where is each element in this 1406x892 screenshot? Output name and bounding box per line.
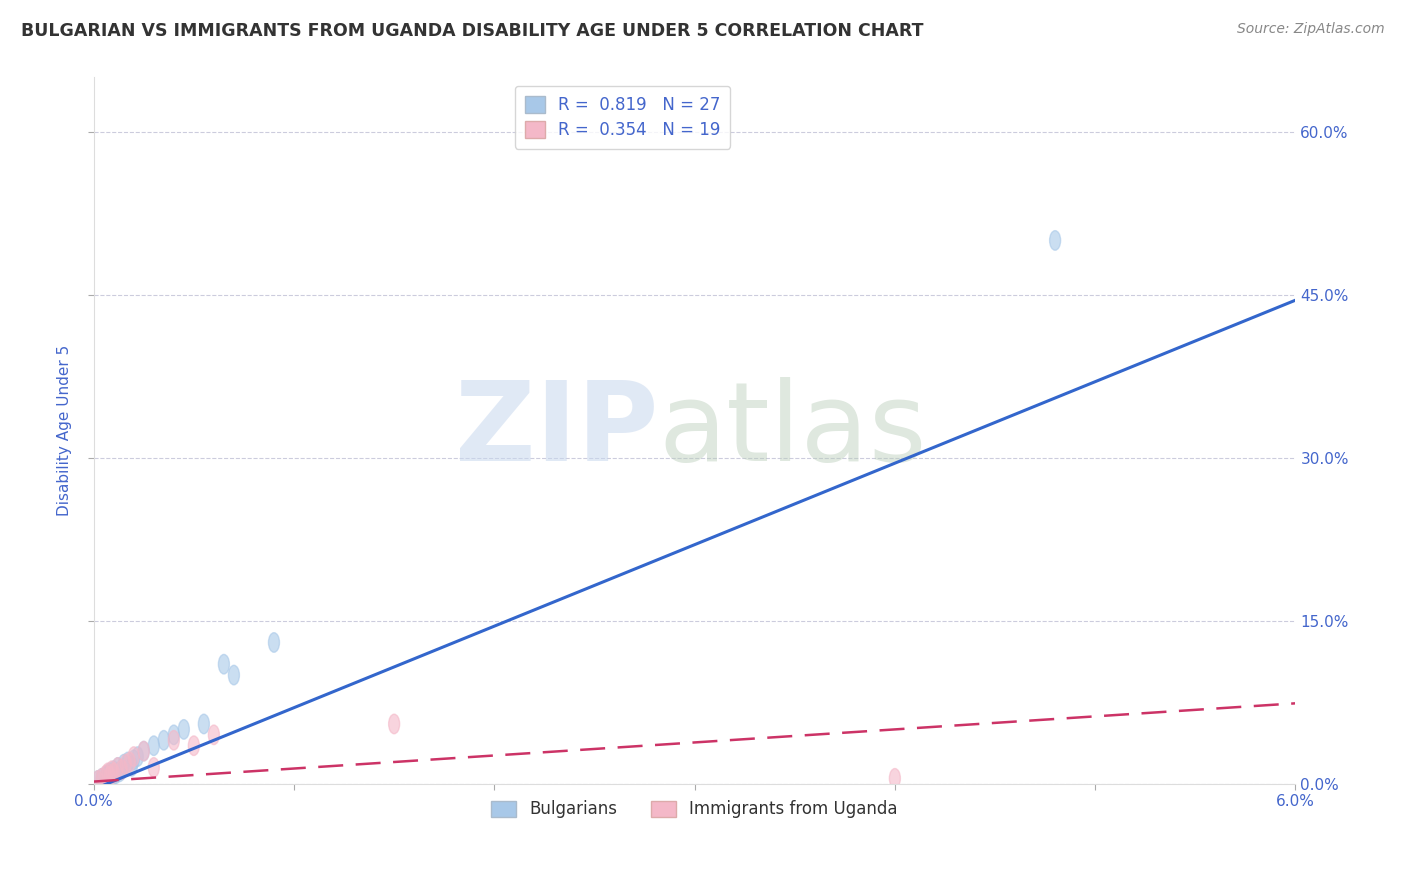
Y-axis label: Disability Age Under 5: Disability Age Under 5 <box>58 345 72 516</box>
Text: BULGARIAN VS IMMIGRANTS FROM UGANDA DISABILITY AGE UNDER 5 CORRELATION CHART: BULGARIAN VS IMMIGRANTS FROM UGANDA DISA… <box>21 22 924 40</box>
Legend: Bulgarians, Immigrants from Uganda: Bulgarians, Immigrants from Uganda <box>485 794 904 825</box>
Text: atlas: atlas <box>658 377 927 484</box>
Text: Source: ZipAtlas.com: Source: ZipAtlas.com <box>1237 22 1385 37</box>
Text: ZIP: ZIP <box>456 377 658 484</box>
